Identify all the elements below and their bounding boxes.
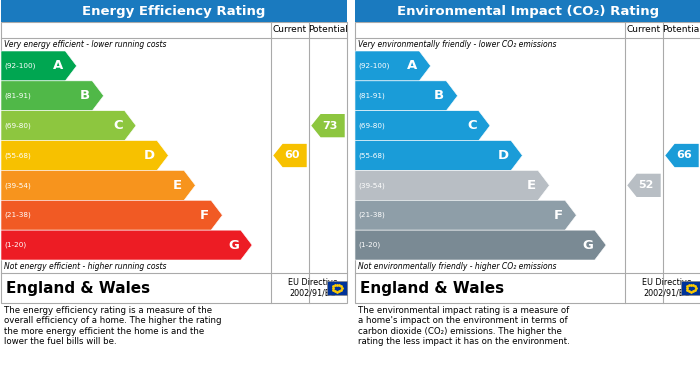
Polygon shape <box>1 141 169 170</box>
Text: A: A <box>407 59 417 72</box>
Text: Potential: Potential <box>662 25 700 34</box>
Polygon shape <box>312 114 344 137</box>
Text: 60: 60 <box>284 151 300 160</box>
Polygon shape <box>665 144 699 167</box>
Text: (69-80): (69-80) <box>358 122 385 129</box>
Text: F: F <box>554 209 563 222</box>
Text: B: B <box>80 89 90 102</box>
Text: (81-91): (81-91) <box>4 93 31 99</box>
Text: Environmental Impact (CO₂) Rating: Environmental Impact (CO₂) Rating <box>397 5 659 18</box>
Text: 66: 66 <box>676 151 692 160</box>
Text: (39-54): (39-54) <box>358 182 385 188</box>
Text: (1-20): (1-20) <box>358 242 380 248</box>
Text: (92-100): (92-100) <box>358 63 389 69</box>
Text: EU Directive
2002/91/EC: EU Directive 2002/91/EC <box>642 278 692 298</box>
Polygon shape <box>1 170 195 200</box>
Text: Very environmentally friendly - lower CO₂ emissions: Very environmentally friendly - lower CO… <box>358 40 556 49</box>
Polygon shape <box>627 174 661 197</box>
Text: C: C <box>113 119 122 132</box>
Text: (69-80): (69-80) <box>4 122 31 129</box>
Text: (21-38): (21-38) <box>4 212 31 219</box>
Polygon shape <box>355 170 550 200</box>
Text: EU Directive
2002/91/EC: EU Directive 2002/91/EC <box>288 278 338 298</box>
Text: The environmental impact rating is a measure of
a home's impact on the environme: The environmental impact rating is a mea… <box>358 306 570 346</box>
Polygon shape <box>273 144 307 167</box>
Text: G: G <box>582 239 593 251</box>
Text: Current: Current <box>627 25 661 34</box>
Polygon shape <box>355 111 490 141</box>
Text: The energy efficiency rating is a measure of the
overall efficiency of a home. T: The energy efficiency rating is a measur… <box>4 306 221 346</box>
Text: D: D <box>144 149 155 162</box>
Text: Not environmentally friendly - higher CO₂ emissions: Not environmentally friendly - higher CO… <box>358 262 556 271</box>
Text: Very energy efficient - lower running costs: Very energy efficient - lower running co… <box>4 40 167 49</box>
Text: B: B <box>434 89 444 102</box>
Bar <box>681 281 700 295</box>
Text: Energy Efficiency Rating: Energy Efficiency Rating <box>83 5 266 18</box>
Polygon shape <box>355 51 430 81</box>
Bar <box>327 281 347 295</box>
Polygon shape <box>355 81 458 111</box>
Polygon shape <box>355 230 606 260</box>
Text: (92-100): (92-100) <box>4 63 36 69</box>
Text: E: E <box>173 179 182 192</box>
Text: Current: Current <box>273 25 307 34</box>
Polygon shape <box>1 81 104 111</box>
Polygon shape <box>1 51 76 81</box>
Polygon shape <box>1 111 136 141</box>
Bar <box>1 0 347 22</box>
Text: (55-68): (55-68) <box>4 152 31 159</box>
Text: E: E <box>527 179 536 192</box>
Text: 52: 52 <box>638 180 653 190</box>
Bar <box>1 22 347 303</box>
Text: F: F <box>200 209 209 222</box>
Text: 73: 73 <box>322 121 337 131</box>
Text: D: D <box>498 149 509 162</box>
Text: Not energy efficient - higher running costs: Not energy efficient - higher running co… <box>4 262 167 271</box>
Polygon shape <box>355 141 522 170</box>
Text: (1-20): (1-20) <box>4 242 26 248</box>
Text: (55-68): (55-68) <box>358 152 385 159</box>
Text: England & Wales: England & Wales <box>6 280 150 296</box>
Text: (39-54): (39-54) <box>4 182 31 188</box>
Polygon shape <box>1 230 252 260</box>
Text: (21-38): (21-38) <box>358 212 385 219</box>
Polygon shape <box>355 200 576 230</box>
Text: England & Wales: England & Wales <box>360 280 504 296</box>
Bar <box>355 0 700 22</box>
Text: C: C <box>467 119 477 132</box>
Text: G: G <box>228 239 239 251</box>
Bar <box>355 22 700 303</box>
Text: A: A <box>53 59 63 72</box>
Text: Potential: Potential <box>308 25 348 34</box>
Text: (81-91): (81-91) <box>358 93 385 99</box>
Polygon shape <box>1 200 223 230</box>
